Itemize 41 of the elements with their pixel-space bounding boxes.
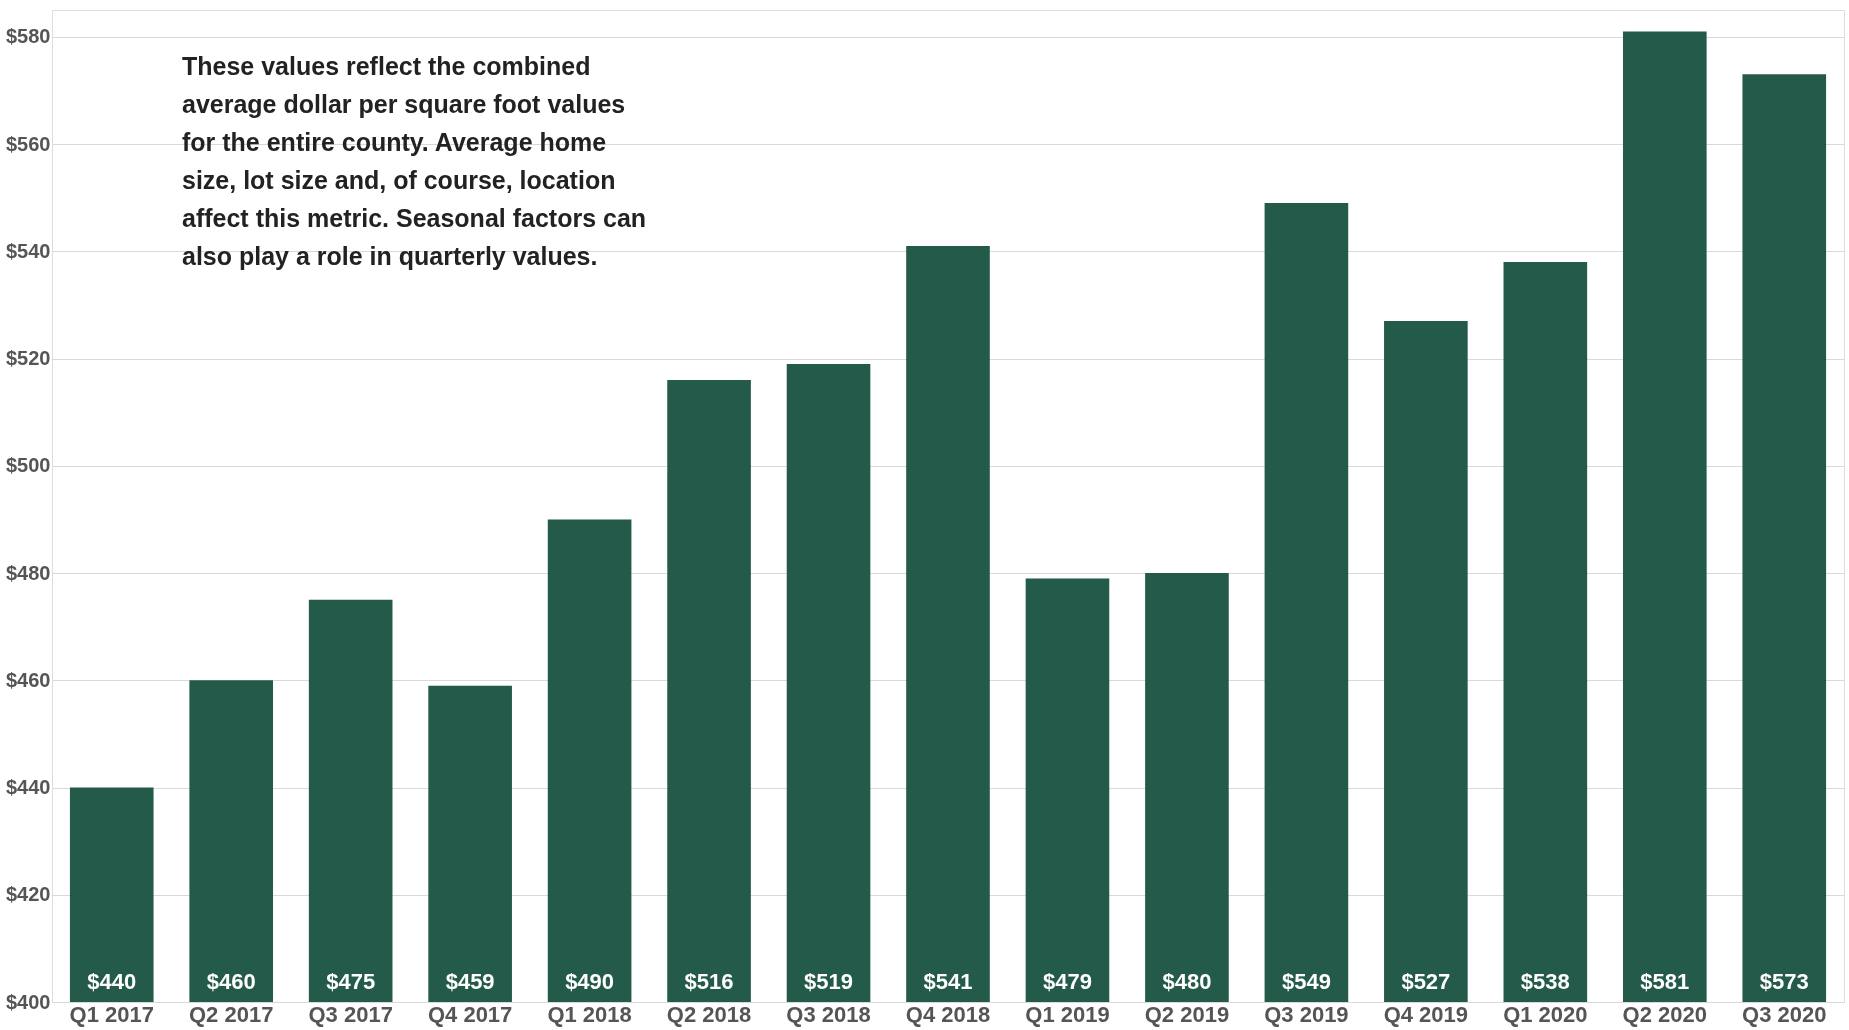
- x-tick-label: Q2 2017: [189, 1001, 274, 1027]
- x-tick-label: Q2 2018: [666, 1001, 752, 1027]
- data-label: $475: [326, 969, 376, 994]
- data-label: $549: [1281, 969, 1331, 994]
- data-label: $440: [87, 969, 137, 994]
- x-tick-label: Q3 2018: [786, 1001, 871, 1027]
- data-label: $490: [565, 969, 615, 994]
- y-tick-label: $480: [6, 561, 51, 584]
- data-label: $460: [206, 969, 256, 994]
- data-label: $581: [1640, 969, 1690, 994]
- data-label: $459: [445, 969, 495, 994]
- x-tick-label: Q3 2020: [1742, 1001, 1827, 1027]
- x-tick-label: Q2 2019: [1144, 1001, 1230, 1027]
- x-tick-label: Q4 2019: [1383, 1001, 1469, 1027]
- x-tick-label: Q1 2019: [1025, 1001, 1110, 1027]
- x-tick-label: Q1 2017: [69, 1001, 154, 1027]
- x-tick-label: Q1 2018: [547, 1001, 632, 1027]
- data-label: $541: [923, 969, 973, 994]
- y-tick-label: $580: [6, 25, 51, 48]
- x-tick-label: Q4 2017: [427, 1001, 513, 1027]
- annotation: These values reflect the combined average dollar per square foot values for the entire county. Average home size, lot size and, of course, location affect this metric. Seasonal factors can also play a role in quarterly values.: [182, 52, 647, 270]
- data-label: $479: [1042, 969, 1092, 994]
- data-label: $516: [684, 969, 734, 994]
- y-tick-label: $400: [6, 990, 51, 1013]
- x-tick-label: Q3 2019: [1264, 1001, 1349, 1027]
- x-tick-label: Q4 2018: [905, 1001, 991, 1027]
- y-tick-label: $460: [6, 668, 51, 691]
- x-tick-label: Q2 2020: [1622, 1001, 1707, 1027]
- x-tick-label: Q3 2017: [308, 1001, 393, 1027]
- data-label: $538: [1520, 969, 1570, 994]
- y-tick-label: $500: [6, 454, 51, 477]
- data-label: $519: [804, 969, 854, 994]
- x-tick-label: Q1 2020: [1503, 1001, 1588, 1027]
- data-label: $527: [1401, 969, 1451, 994]
- data-label: $573: [1759, 969, 1809, 994]
- y-tick-label: $560: [6, 132, 51, 155]
- data-label: $480: [1162, 969, 1212, 994]
- y-tick-label: $420: [6, 883, 51, 906]
- y-tick-label: $440: [6, 776, 51, 799]
- y-tick-label: $520: [6, 347, 51, 370]
- y-tick-label: $540: [6, 239, 51, 262]
